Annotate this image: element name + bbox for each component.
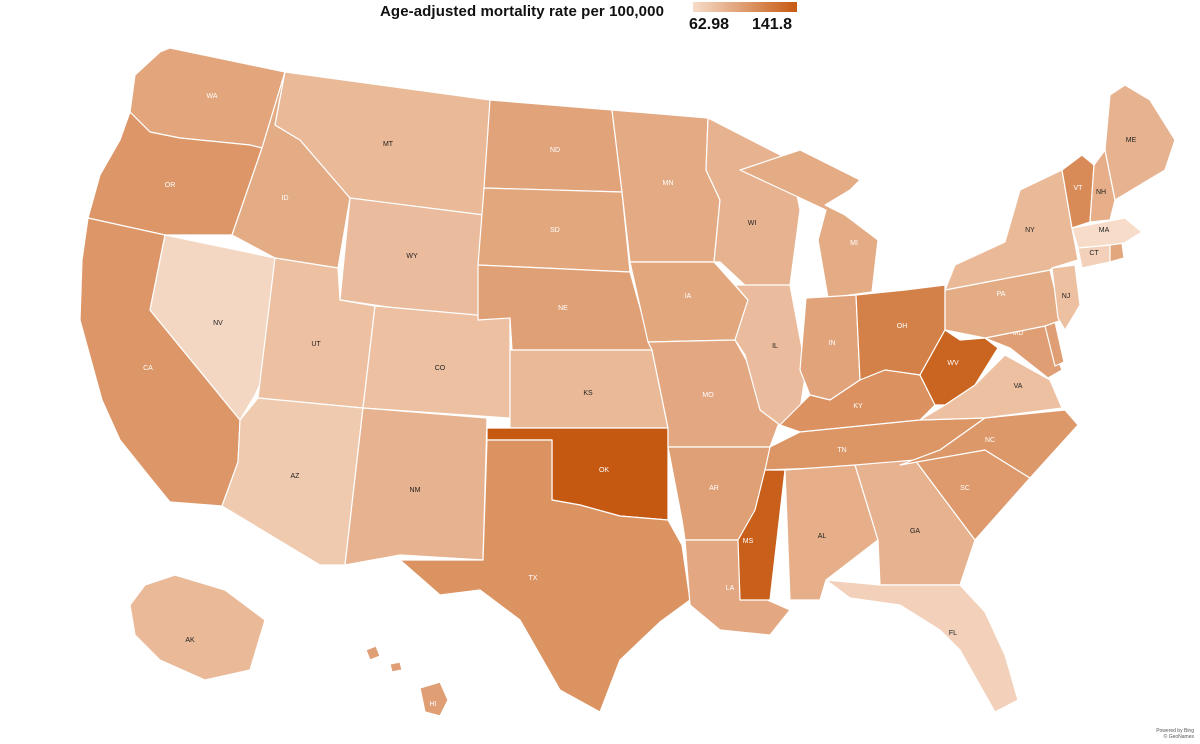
state-label-sc: SC — [960, 485, 970, 492]
state-label-hi: HI — [430, 701, 437, 708]
state-label-or: OR — [165, 182, 176, 189]
state-label-nc: NC — [985, 437, 995, 444]
state-label-mi: MI — [850, 240, 858, 247]
state-label-md: MD — [1013, 330, 1024, 337]
state-ma[interactable] — [1071, 217, 1143, 249]
state-label-wv: WV — [947, 360, 959, 367]
state-label-ok: OK — [599, 467, 609, 474]
state-wi[interactable] — [705, 117, 801, 291]
state-label-ak: AK — [185, 637, 195, 644]
state-label-tx: TX — [529, 575, 538, 582]
state-label-nm: NM — [410, 487, 421, 494]
state-in[interactable] — [799, 294, 861, 401]
state-fl[interactable] — [825, 579, 1019, 713]
state-label-id: ID — [282, 195, 289, 202]
state-ks[interactable] — [509, 349, 669, 429]
credit-line-1: Powered by Bing — [1156, 728, 1194, 734]
state-tx[interactable] — [399, 439, 691, 713]
state-label-wa: WA — [206, 93, 217, 100]
legend-color-ramp — [693, 2, 797, 12]
state-label-va: VA — [1014, 383, 1023, 390]
state-me[interactable] — [1104, 84, 1176, 201]
state-label-ct: CT — [1089, 250, 1099, 257]
state-label-wi: WI — [748, 220, 757, 227]
map-credit: Powered by Bing © GeoNames — [1156, 728, 1194, 740]
state-label-nd: ND — [550, 147, 560, 154]
state-mi[interactable] — [739, 149, 879, 299]
state-label-me: ME — [1126, 137, 1137, 144]
state-label-nj: NJ — [1062, 293, 1071, 300]
state-nj[interactable] — [1051, 264, 1081, 331]
state-label-nh: NH — [1096, 189, 1106, 196]
state-label-al: AL — [818, 533, 827, 540]
state-label-ms: MS — [743, 538, 754, 545]
legend-min-label: 62.98 — [689, 16, 730, 33]
state-label-az: AZ — [291, 473, 301, 480]
state-label-ks: KS — [583, 390, 593, 397]
state-nd[interactable] — [483, 99, 623, 193]
state-label-vt: VT — [1074, 185, 1084, 192]
state-label-wy: WY — [406, 253, 418, 260]
state-label-pa: PA — [997, 291, 1006, 298]
state-ia[interactable] — [629, 261, 749, 343]
state-label-co: CO — [435, 365, 446, 372]
state-nm[interactable] — [344, 407, 488, 566]
state-label-ma: MA — [1099, 227, 1110, 234]
state-label-mn: MN — [663, 180, 674, 187]
state-label-fl: FL — [949, 630, 957, 637]
state-label-oh: OH — [897, 323, 908, 330]
state-label-ga: GA — [910, 528, 920, 535]
state-nh[interactable] — [1089, 149, 1116, 223]
state-nc[interactable] — [899, 409, 1079, 479]
state-label-ut: UT — [311, 341, 321, 348]
state-label-ar: AR — [709, 485, 719, 492]
state-ri[interactable] — [1109, 242, 1125, 263]
legend-title: Age-adjusted mortality rate per 100,000 — [380, 3, 665, 20]
state-hi[interactable] — [365, 645, 449, 717]
state-label-tn: TN — [837, 447, 846, 454]
state-label-ky: KY — [853, 403, 863, 410]
state-label-nv: NV — [213, 320, 223, 327]
legend-max-label: 141.8 — [752, 16, 793, 33]
state-ny[interactable] — [944, 169, 1079, 291]
state-label-in: IN — [829, 340, 836, 347]
state-co[interactable] — [362, 305, 511, 419]
state-label-ny: NY — [1025, 227, 1035, 234]
state-il[interactable] — [734, 284, 807, 426]
state-label-ca: CA — [143, 365, 153, 372]
state-ak[interactable] — [129, 574, 266, 681]
state-wv[interactable] — [919, 329, 999, 406]
state-label-mt: MT — [383, 141, 394, 148]
credit-line-2: © GeoNames — [1163, 734, 1194, 740]
state-label-la: LA — [726, 585, 735, 592]
state-label-ia: IA — [685, 293, 692, 300]
state-label-il: IL — [772, 343, 778, 350]
state-label-ne: NE — [558, 305, 568, 312]
state-label-sd: SD — [550, 227, 560, 234]
state-az[interactable] — [221, 397, 364, 566]
state-label-mo: MO — [702, 392, 714, 399]
